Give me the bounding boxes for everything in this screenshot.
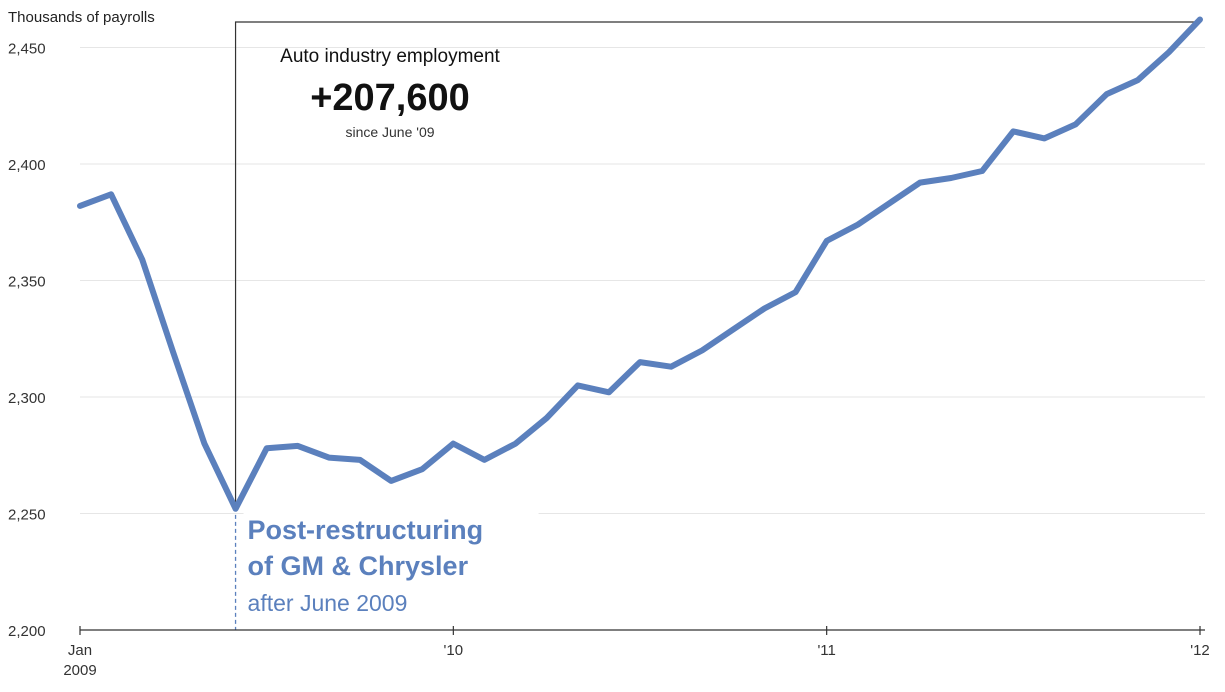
y-axis-tick-labels: 2,200 2,250 2,300 2,350 2,400 2,450: [8, 41, 46, 641]
series-line-0: [77, 16, 1203, 512]
y-tick-label-2450: 2,450: [8, 41, 46, 58]
event-title-line1: Post-restructuring: [248, 515, 484, 545]
event-text-background: [243, 512, 539, 620]
gridlines: [80, 47, 1205, 514]
annotation-subtext: since June '09: [345, 124, 434, 140]
annotation-value: +207,600: [310, 77, 470, 119]
x-tick-label-1: '10: [444, 642, 464, 659]
x-axis-ticks: Jan 2009 '10 '11 '12: [63, 626, 1210, 679]
x-tick-label-3: '12: [1190, 642, 1210, 659]
y-tick-label-2350: 2,350: [8, 274, 46, 291]
y-axis-unit-label: Thousands of payrolls: [8, 9, 155, 26]
y-tick-label-2400: 2,400: [8, 157, 46, 174]
y-tick-label-2250: 2,250: [8, 507, 46, 524]
annotation-heading: Auto industry employment: [280, 46, 500, 67]
x-tick-label-0: Jan: [68, 642, 92, 659]
event-title-line2: of GM & Chrysler: [248, 551, 469, 581]
restructuring-event-annotation: Post-restructuring of GM & Chrysler afte…: [234, 512, 539, 630]
x-tick-label-2: '11: [817, 642, 835, 659]
y-tick-label-2200: 2,200: [8, 623, 46, 640]
x-tick-label-0-line2: 2009: [63, 662, 96, 679]
growth-annotation: Auto industry employment +207,600 since …: [234, 21, 1201, 503]
event-subtext: after June 2009: [248, 590, 408, 616]
series-lines: [77, 16, 1203, 512]
y-tick-label-2300: 2,300: [8, 390, 46, 407]
